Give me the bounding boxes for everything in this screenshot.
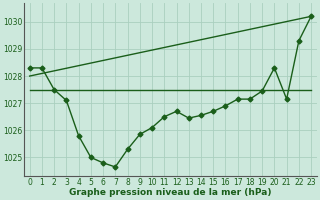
X-axis label: Graphe pression niveau de la mer (hPa): Graphe pression niveau de la mer (hPa)	[69, 188, 272, 197]
